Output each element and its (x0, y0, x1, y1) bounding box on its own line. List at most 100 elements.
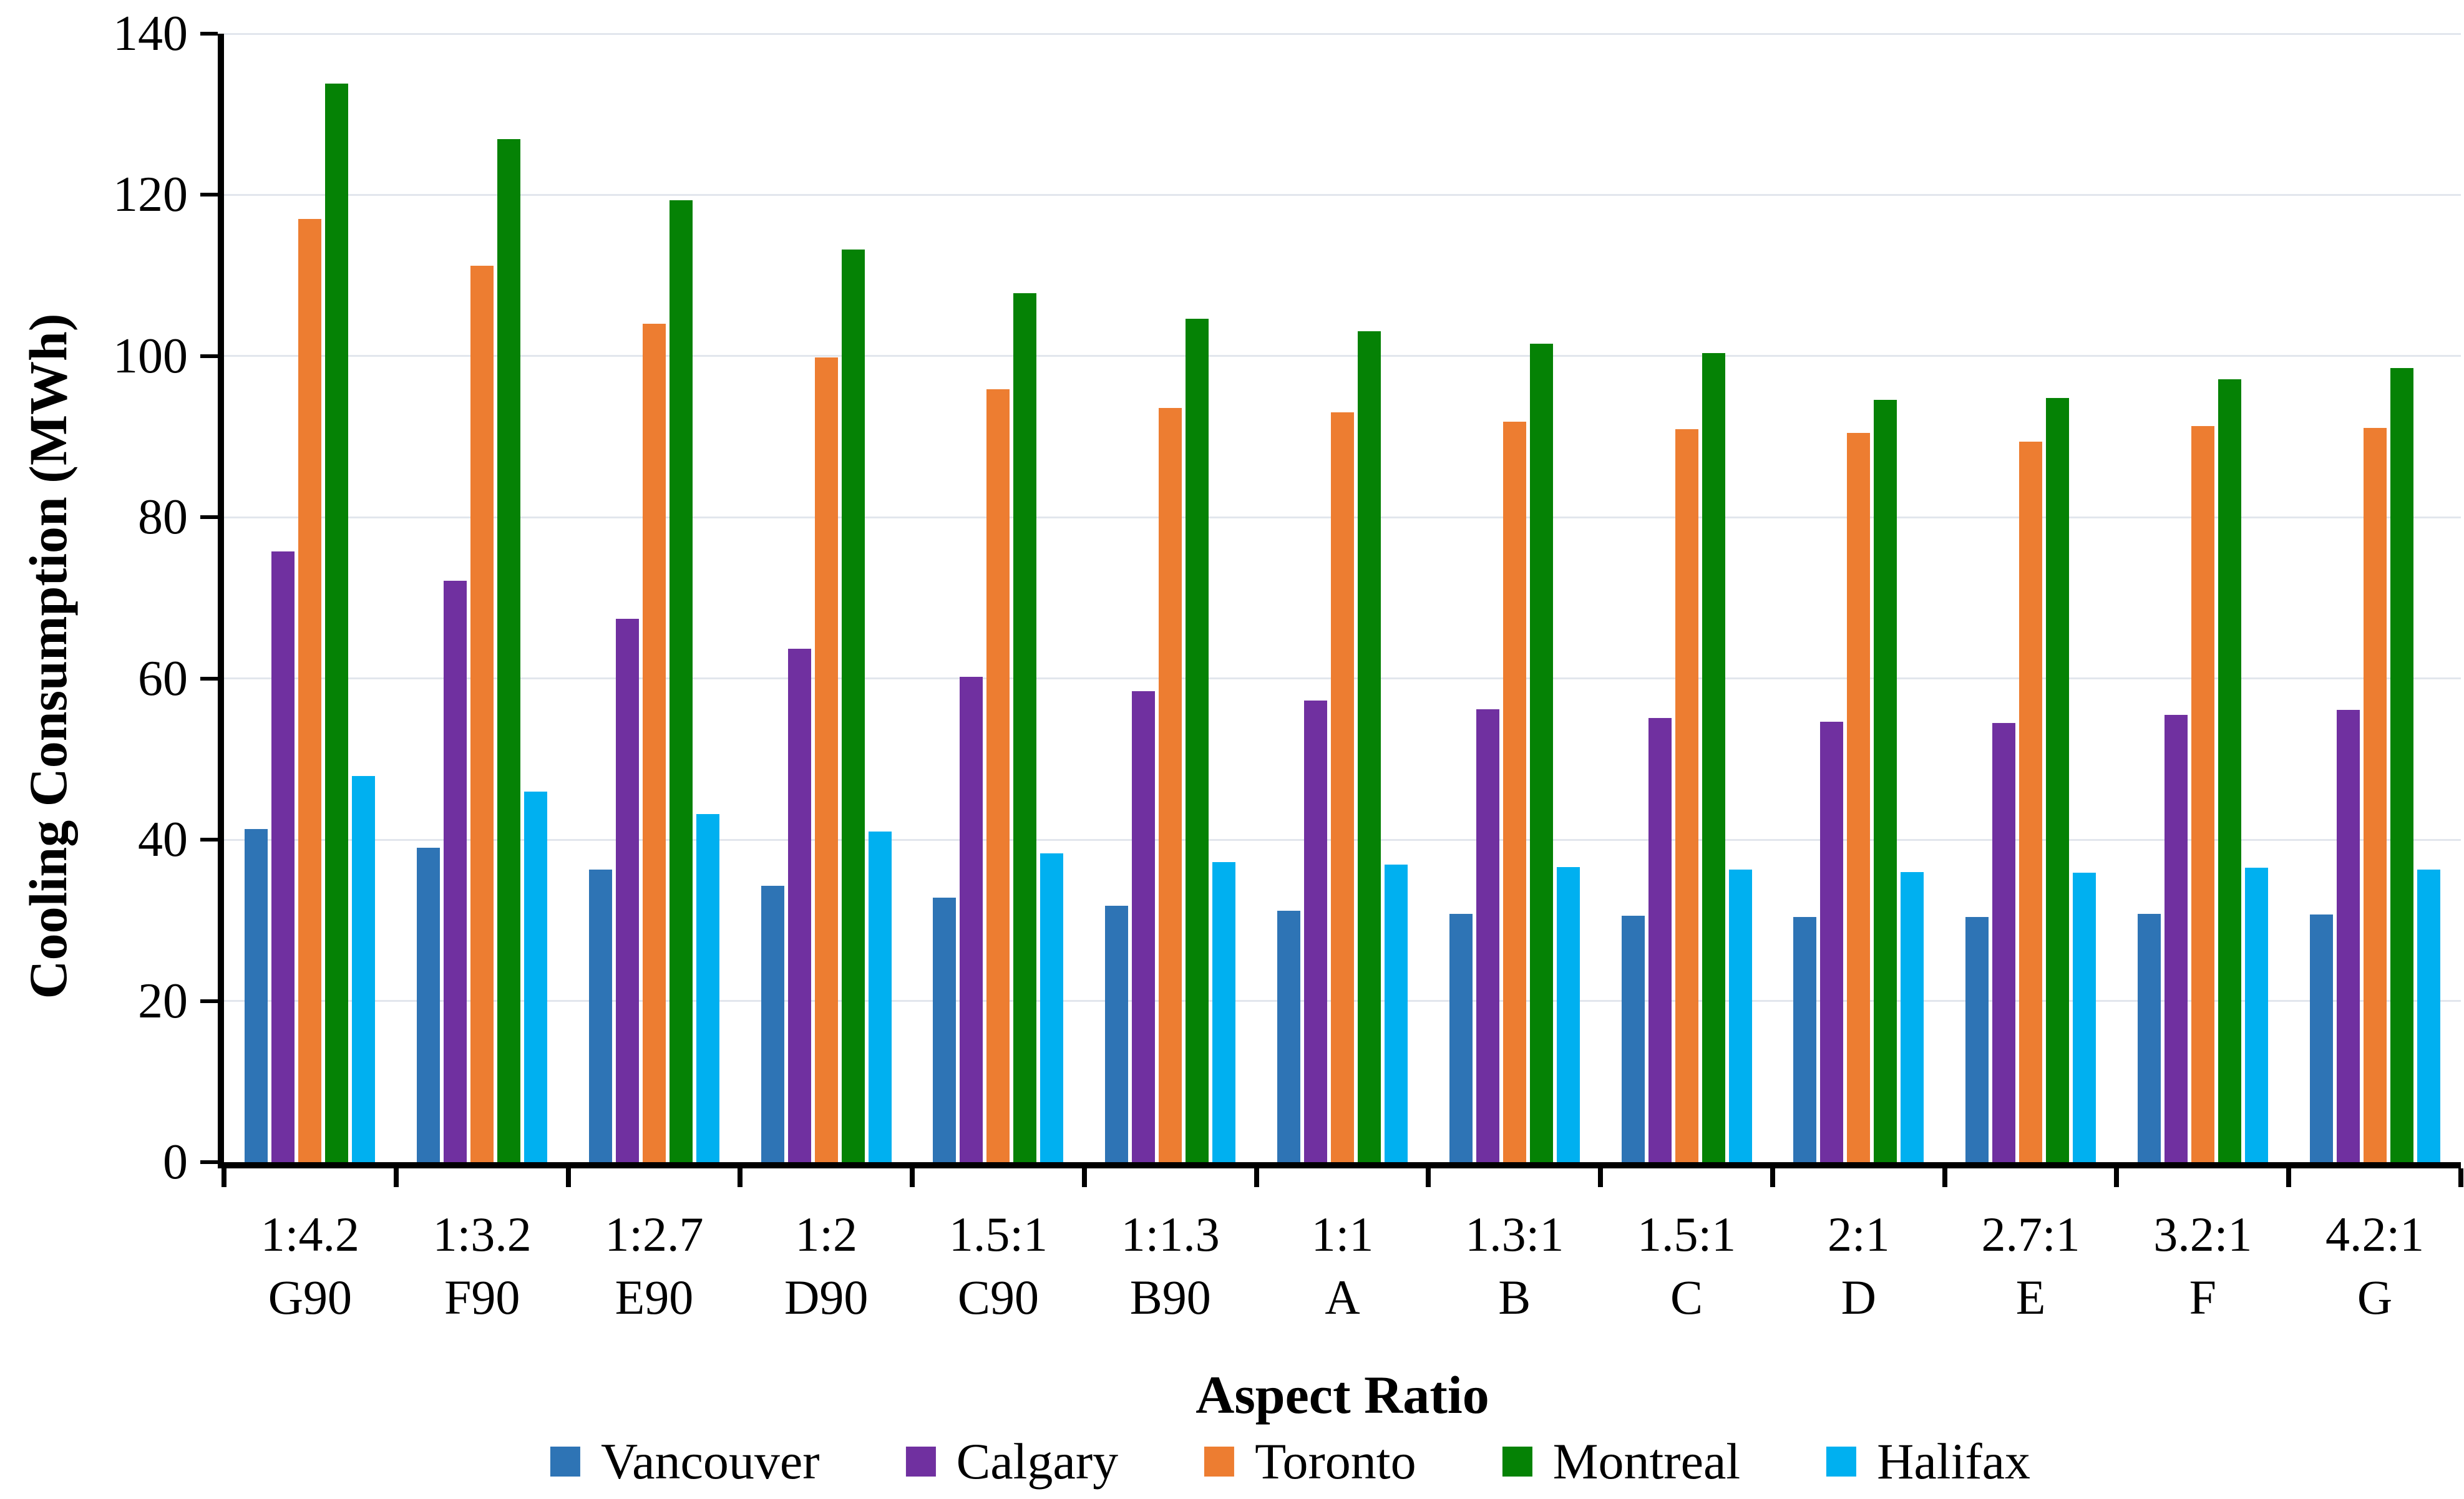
bar-montreal (1358, 331, 1381, 1162)
bar-montreal (1186, 319, 1209, 1162)
bar-montreal (1874, 399, 1897, 1162)
bar-halifax (1728, 869, 1752, 1162)
x-tick-mark (1254, 1168, 1259, 1187)
y-gridline (224, 355, 2461, 357)
y-tick-mark (200, 193, 218, 197)
x-tick-mark (910, 1168, 915, 1187)
category-code: C90 (957, 1270, 1039, 1324)
legend: Vancouver Calgary Toronto Montreal Halifax (550, 1432, 2030, 1492)
legend-label: Calgary (956, 1433, 1119, 1490)
category-label: 3.2:1 F (2116, 1203, 2289, 1331)
category-label: 1.5:1 C90 (912, 1203, 1084, 1331)
category-ratio: 1:4.2 (260, 1207, 359, 1261)
bar-calgary (444, 581, 467, 1162)
bar-halifax (2244, 868, 2268, 1162)
x-axis-line (218, 1162, 2461, 1168)
bar-montreal (2390, 368, 2413, 1162)
bar-halifax (1385, 865, 1408, 1162)
category-ratio: 1:3.2 (432, 1207, 532, 1261)
category-ratio: 1:2 (795, 1207, 858, 1261)
x-axis-title: Aspect Ratio (1195, 1365, 1489, 1425)
y-tick-mark (200, 999, 218, 1003)
bar-calgary (1132, 691, 1156, 1162)
category-code: D90 (784, 1270, 869, 1324)
bar-halifax (352, 776, 376, 1162)
bar-toronto (814, 357, 838, 1162)
bar-toronto (642, 324, 666, 1162)
legend-label: Montreal (1552, 1433, 1741, 1490)
category-code: D (1841, 1270, 1876, 1324)
bar-calgary (1648, 718, 1672, 1162)
category-ratio: 1:2.7 (605, 1207, 704, 1261)
category-code: C (1670, 1270, 1703, 1324)
category-ratio: 1.5:1 (1637, 1207, 1736, 1261)
x-tick-mark (1081, 1168, 1087, 1187)
y-tick-mark (200, 676, 218, 681)
y-tick-label: 0 (163, 1135, 188, 1190)
category-ratio: 1.5:1 (948, 1207, 1048, 1261)
category-code: F90 (444, 1270, 520, 1324)
bar-halifax (1556, 867, 1580, 1162)
category-label: 1:2.7 E90 (568, 1203, 741, 1331)
bar-vancouver (1793, 917, 1817, 1162)
category-label: 2.7:1 E (1945, 1203, 2117, 1331)
bar-calgary (960, 677, 983, 1162)
category-code: B90 (1129, 1270, 1211, 1324)
bar-calgary (1304, 700, 1327, 1162)
category-ratio: 1:1.3 (1121, 1207, 1220, 1261)
bar-calgary (2164, 714, 2188, 1162)
legend-item-vancouver: Vancouver (550, 1432, 820, 1492)
bar-vancouver (417, 848, 441, 1162)
bar-vancouver (588, 869, 612, 1162)
category-label: 1.5:1 C (1600, 1203, 1773, 1331)
y-tick-label: 140 (113, 6, 188, 61)
x-tick-mark (393, 1168, 399, 1187)
x-tick-mark (2458, 1168, 2463, 1187)
x-tick-mark (1426, 1168, 1431, 1187)
bar-toronto (2191, 426, 2214, 1162)
bar-toronto (1675, 429, 1698, 1162)
bar-halifax (1040, 853, 1064, 1162)
bar-vancouver (1621, 915, 1645, 1162)
bar-toronto (1331, 412, 1354, 1162)
bar-montreal (497, 139, 521, 1162)
x-tick-mark (2114, 1168, 2120, 1187)
bar-calgary (1476, 709, 1499, 1162)
x-tick-mark (738, 1168, 743, 1187)
bar-calgary (615, 619, 639, 1162)
bar-vancouver (1105, 906, 1129, 1162)
category-label: 1:2 D90 (740, 1203, 912, 1331)
x-tick-mark (2286, 1168, 2292, 1187)
bar-halifax (868, 832, 892, 1162)
y-gridline (224, 193, 2461, 196)
category-label: 1.3:1 B (1428, 1203, 1600, 1331)
legend-label: Vancouver (600, 1433, 820, 1490)
bar-toronto (986, 389, 1010, 1162)
bar-halifax (2073, 873, 2096, 1162)
bar-montreal (2218, 379, 2241, 1162)
category-ratio: 2:1 (1827, 1207, 1890, 1261)
bar-halifax (2417, 869, 2440, 1162)
bar-montreal (2046, 398, 2070, 1162)
legend-item-montreal: Montreal (1502, 1432, 1741, 1492)
bar-montreal (325, 84, 349, 1162)
category-code: B (1498, 1270, 1531, 1324)
bar-vancouver (1965, 917, 1989, 1162)
bar-toronto (470, 266, 494, 1162)
legend-item-calgary: Calgary (905, 1432, 1119, 1492)
category-label: 1:3.2 F90 (396, 1203, 568, 1331)
y-tick-mark (200, 354, 218, 358)
x-tick-mark (222, 1168, 226, 1187)
y-tick-mark (200, 1160, 218, 1164)
bar-montreal (669, 200, 693, 1162)
y-tick-mark (200, 838, 218, 842)
category-ratio: 3.2:1 (2153, 1207, 2252, 1261)
bar-vancouver (2137, 914, 2161, 1162)
bar-calgary (787, 648, 811, 1162)
bar-calgary (1992, 722, 2016, 1162)
legend-swatch-icon (1204, 1447, 1235, 1477)
category-ratio: 4.2:1 (2325, 1207, 2425, 1261)
legend-swatch-icon (1826, 1447, 1857, 1477)
y-gridline (224, 32, 2461, 35)
